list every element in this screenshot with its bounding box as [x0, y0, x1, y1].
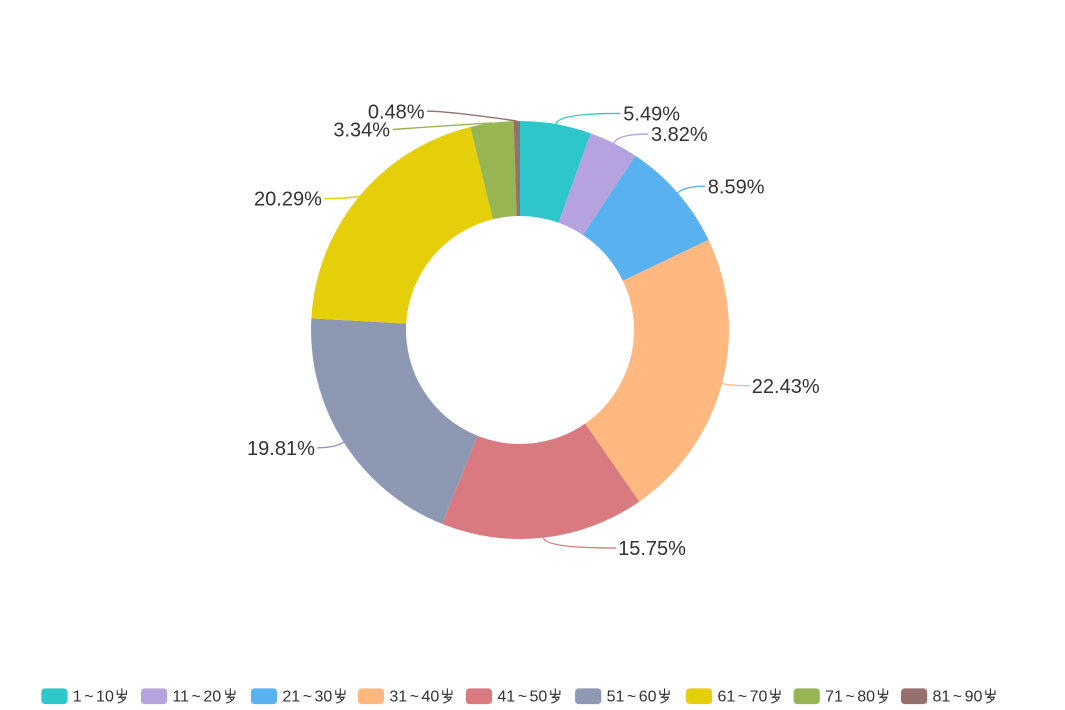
svg-text:21~30: 21 ~30: [282, 689, 332, 706]
svg-text:22.43%: 22.43%: [752, 376, 820, 398]
svg-text:5.49%: 5.49%: [623, 104, 680, 126]
svg-text:0.48%: 0.48%: [368, 101, 425, 123]
svg-text:19.81%: 19.81%: [247, 438, 315, 460]
svg-text:11~20: 11 ~20: [172, 689, 221, 706]
svg-text:61~70: 61 ~70: [718, 689, 768, 706]
svg-text:20.29%: 20.29%: [254, 189, 322, 211]
svg-text:3.34%: 3.34%: [333, 120, 390, 142]
svg-text:71~80: 71 ~80: [825, 689, 875, 706]
svg-text:3.82%: 3.82%: [651, 124, 708, 146]
svg-text:8.59%: 8.59%: [708, 176, 765, 198]
svg-text:31~40: 31 ~40: [389, 689, 439, 706]
svg-text:1~10: 1 ~10: [73, 689, 114, 706]
svg-text:41~50: 41 ~50: [497, 689, 547, 706]
svg-text:81~90: 81 ~90: [933, 689, 983, 706]
svg-text:15.75%: 15.75%: [618, 538, 686, 560]
svg-text:51~60: 51 ~60: [607, 689, 657, 706]
